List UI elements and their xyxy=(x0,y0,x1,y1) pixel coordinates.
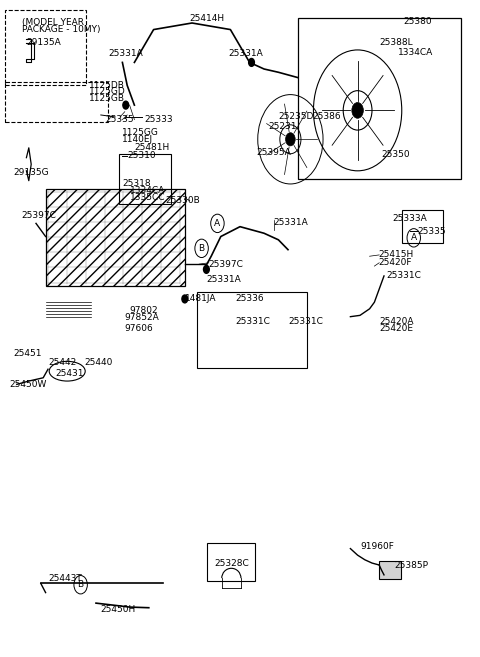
Text: 25395A: 25395A xyxy=(257,148,291,157)
Text: B: B xyxy=(78,580,84,589)
Text: 1125DB: 1125DB xyxy=(89,81,125,90)
Text: 25385P: 25385P xyxy=(395,560,429,570)
Text: 25380: 25380 xyxy=(403,16,432,26)
Circle shape xyxy=(286,133,295,146)
Text: 25310: 25310 xyxy=(127,151,156,160)
Text: 25333A: 25333A xyxy=(393,214,427,223)
Text: 1125GB: 1125GB xyxy=(89,94,125,103)
Circle shape xyxy=(182,295,188,303)
Text: 25397C: 25397C xyxy=(209,260,244,269)
Text: 1125GG: 1125GG xyxy=(122,128,159,137)
Bar xyxy=(46,189,185,286)
Text: 25336: 25336 xyxy=(235,294,264,304)
Bar xyxy=(298,18,461,179)
Text: 25440: 25440 xyxy=(84,358,112,367)
Text: PACKAGE - 10MY): PACKAGE - 10MY) xyxy=(22,25,100,34)
Text: 25420F: 25420F xyxy=(378,258,412,267)
Text: 97802: 97802 xyxy=(130,306,158,315)
Circle shape xyxy=(352,102,363,118)
Text: 29135G: 29135G xyxy=(13,168,49,177)
Bar xyxy=(379,561,401,579)
Text: 25481H: 25481H xyxy=(134,143,169,152)
Text: 25231: 25231 xyxy=(269,122,297,131)
Text: 25397C: 25397C xyxy=(22,211,57,220)
Text: 25442: 25442 xyxy=(48,358,76,367)
Text: 25331C: 25331C xyxy=(288,317,323,327)
Text: 25235D: 25235D xyxy=(278,112,314,122)
Text: 25330B: 25330B xyxy=(166,196,200,205)
Text: 91960F: 91960F xyxy=(360,542,394,551)
Text: 25331C: 25331C xyxy=(235,317,270,327)
Text: 1335CC: 1335CC xyxy=(130,193,165,202)
Text: 25331A: 25331A xyxy=(274,217,308,227)
Text: 25450W: 25450W xyxy=(10,380,47,389)
Text: 1334CA: 1334CA xyxy=(398,48,433,57)
Bar xyxy=(402,210,443,243)
Text: 25318: 25318 xyxy=(122,179,151,189)
Text: 25331A: 25331A xyxy=(228,49,263,58)
Text: 1334CA: 1334CA xyxy=(130,186,165,195)
Text: 29135A: 29135A xyxy=(26,38,61,47)
Text: 1140EJ: 1140EJ xyxy=(122,135,154,145)
Circle shape xyxy=(249,58,254,66)
Text: 25335: 25335 xyxy=(106,115,134,124)
Bar xyxy=(207,543,255,581)
Text: 97606: 97606 xyxy=(125,324,154,333)
Text: 1481JA: 1481JA xyxy=(185,294,216,304)
Text: 25333: 25333 xyxy=(144,115,173,124)
Text: 25331A: 25331A xyxy=(206,275,241,284)
Text: 25415H: 25415H xyxy=(378,250,413,260)
Text: 25450H: 25450H xyxy=(101,605,136,614)
Text: 25414H: 25414H xyxy=(190,14,225,23)
Circle shape xyxy=(123,101,129,109)
Text: A: A xyxy=(215,219,220,228)
Text: 97852A: 97852A xyxy=(125,313,159,323)
Text: 25420A: 25420A xyxy=(379,317,414,327)
Text: B: B xyxy=(199,244,204,253)
Bar xyxy=(119,154,171,204)
Circle shape xyxy=(204,265,209,273)
Text: 25331C: 25331C xyxy=(386,271,421,281)
Text: 25328C: 25328C xyxy=(214,559,249,568)
Text: 25443T: 25443T xyxy=(48,574,82,583)
Text: 25420E: 25420E xyxy=(379,324,413,333)
Text: 25451: 25451 xyxy=(13,349,42,358)
Text: 25431: 25431 xyxy=(55,369,84,378)
Bar xyxy=(197,292,307,368)
Text: A: A xyxy=(411,233,417,242)
Text: 25350: 25350 xyxy=(382,150,410,159)
Text: 25388L: 25388L xyxy=(379,38,413,47)
Text: 25386: 25386 xyxy=(312,112,341,122)
Text: 25331A: 25331A xyxy=(108,49,143,58)
Bar xyxy=(5,82,108,122)
Text: 1125GD: 1125GD xyxy=(89,87,126,97)
Text: (MODEL YEAR: (MODEL YEAR xyxy=(22,18,84,28)
Bar xyxy=(5,10,86,85)
Text: 25335: 25335 xyxy=(418,227,446,236)
